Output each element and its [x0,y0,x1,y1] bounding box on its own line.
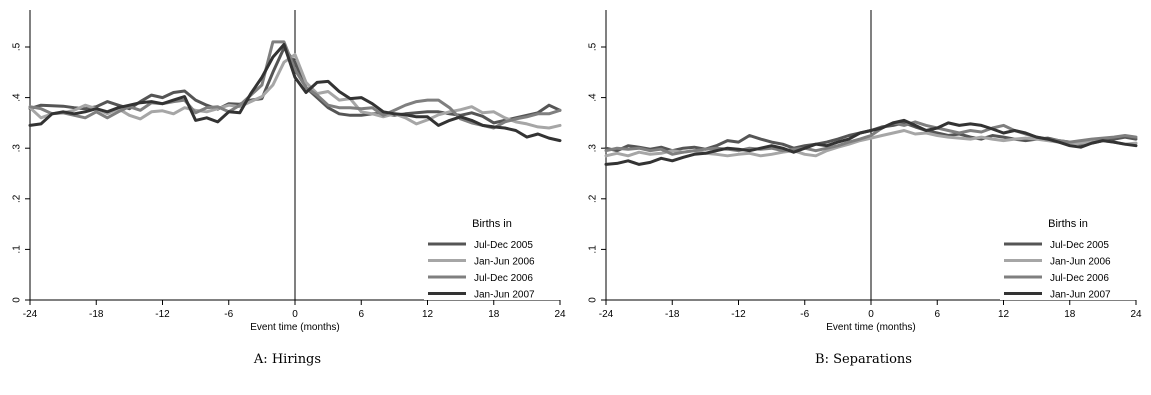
x-tick-label: -12 [731,309,746,320]
y-tick-label: .1 [588,245,599,254]
x-axis-label: Event time (months) [826,322,915,333]
series-line-4 [604,118,1138,166]
chart-caption: B: Separations [815,352,912,367]
x-tick-label: -6 [800,309,809,320]
series-line-1 [28,46,562,125]
panel-hirings: 0 .1 .2 .3 .4 .5 -24 -18 -12 -6 0 6 12 18 24 Event time… [0,0,575,395]
x-tick-label: -6 [224,309,233,320]
y-tick-label: .5 [12,42,23,51]
legend-label: Jan-Jun 2006 [474,257,535,268]
x-tick-label: -24 [599,309,614,320]
chart-caption: A: Hirings [253,352,322,367]
legend-title: Births in [1048,218,1088,230]
legend-label: Jul-Dec 2006 [474,273,533,284]
chart-separations: 0 .1 .2 .3 .4 .5 -24 -18 -12 -6 0 6 12 18 24 Event time… [588,10,1142,333]
x-tick-label: 24 [554,309,566,320]
y-tick-label: 0 [588,297,599,303]
legend-label: Jul-Dec 2005 [474,240,533,251]
y-tick-label: .2 [588,194,599,203]
x-tick-label: 12 [422,309,434,320]
legend-box [424,213,560,300]
legend-label: Jan-Jun 2006 [1050,257,1111,268]
x-tick-label: 18 [1064,309,1076,320]
y-tick-label: .4 [588,93,599,102]
chart-hirings: 0 .1 .2 .3 .4 .5 -24 -18 -12 -6 0 6 12 18 24 Event time… [12,10,566,333]
legend-label: Jan-Jun 2007 [474,290,535,301]
legend-label: Jul-Dec 2006 [1050,273,1109,284]
y-tick-label: 0 [12,297,23,303]
legend-box [1000,213,1136,300]
y-tick-label: .1 [12,245,23,254]
legend-label: Jan-Jun 2007 [1050,290,1111,301]
legend-title: Births in [472,218,512,230]
y-tick-label: .2 [12,194,23,203]
x-tick-label: -12 [155,309,170,320]
legend-label: Jul-Dec 2005 [1050,240,1109,251]
x-tick-label: -18 [665,309,680,320]
x-tick-label: 18 [488,309,500,320]
series-line-4 [28,43,562,143]
x-tick-label: 24 [1130,309,1142,320]
series-line-3 [28,40,562,130]
x-tick-label: 12 [998,309,1010,320]
x-axis-label: Event time (months) [250,322,339,333]
x-tick-label: 0 [292,309,298,320]
x-tick-label: 0 [868,309,874,320]
y-tick-label: .3 [12,144,23,153]
y-tick-label: .4 [12,93,23,102]
x-tick-label: 6 [358,309,364,320]
y-tick-label: .5 [588,42,599,51]
panel-separations: 0 .1 .2 .3 .4 .5 -24 -18 -12 -6 0 6 12 18 24 Event time… [576,0,1151,395]
x-tick-label: 6 [934,309,940,320]
y-tick-label: .3 [588,144,599,153]
x-tick-label: -18 [89,309,104,320]
x-tick-label: -24 [23,309,38,320]
